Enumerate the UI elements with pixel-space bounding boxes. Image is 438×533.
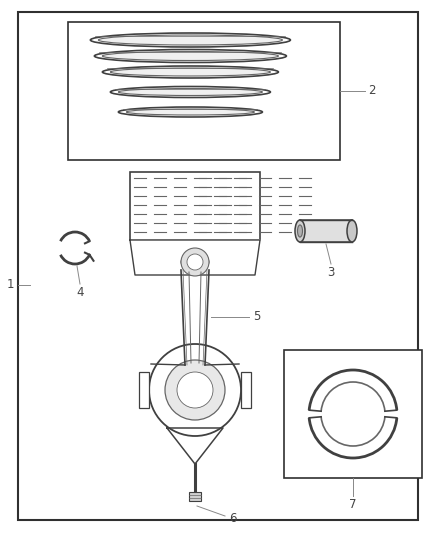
Ellipse shape [127,109,254,115]
Polygon shape [130,240,260,275]
Ellipse shape [118,88,262,95]
Circle shape [177,372,213,408]
Circle shape [165,360,225,420]
Text: 2: 2 [368,85,376,98]
Text: 7: 7 [349,497,357,511]
Bar [284,350,422,478]
Circle shape [149,344,241,436]
Ellipse shape [95,50,286,62]
Text: 4: 4 [76,286,84,298]
Ellipse shape [110,68,270,76]
Ellipse shape [90,33,290,47]
Circle shape [181,248,209,276]
Bar [300,220,352,242]
Bar [130,172,260,240]
Ellipse shape [297,225,303,237]
Bar [139,372,149,408]
Ellipse shape [295,220,305,242]
Ellipse shape [102,66,279,78]
Ellipse shape [347,220,357,242]
Text: 1: 1 [6,279,14,292]
Text: 3: 3 [327,265,335,279]
Circle shape [187,254,203,270]
Text: 5: 5 [253,311,261,324]
Ellipse shape [99,35,283,45]
Ellipse shape [102,52,279,61]
Bar [241,372,251,408]
Bar [189,492,201,501]
Bar [68,22,340,160]
Ellipse shape [181,255,209,269]
Text: 6: 6 [229,513,237,526]
Ellipse shape [110,86,270,98]
Ellipse shape [118,107,262,117]
